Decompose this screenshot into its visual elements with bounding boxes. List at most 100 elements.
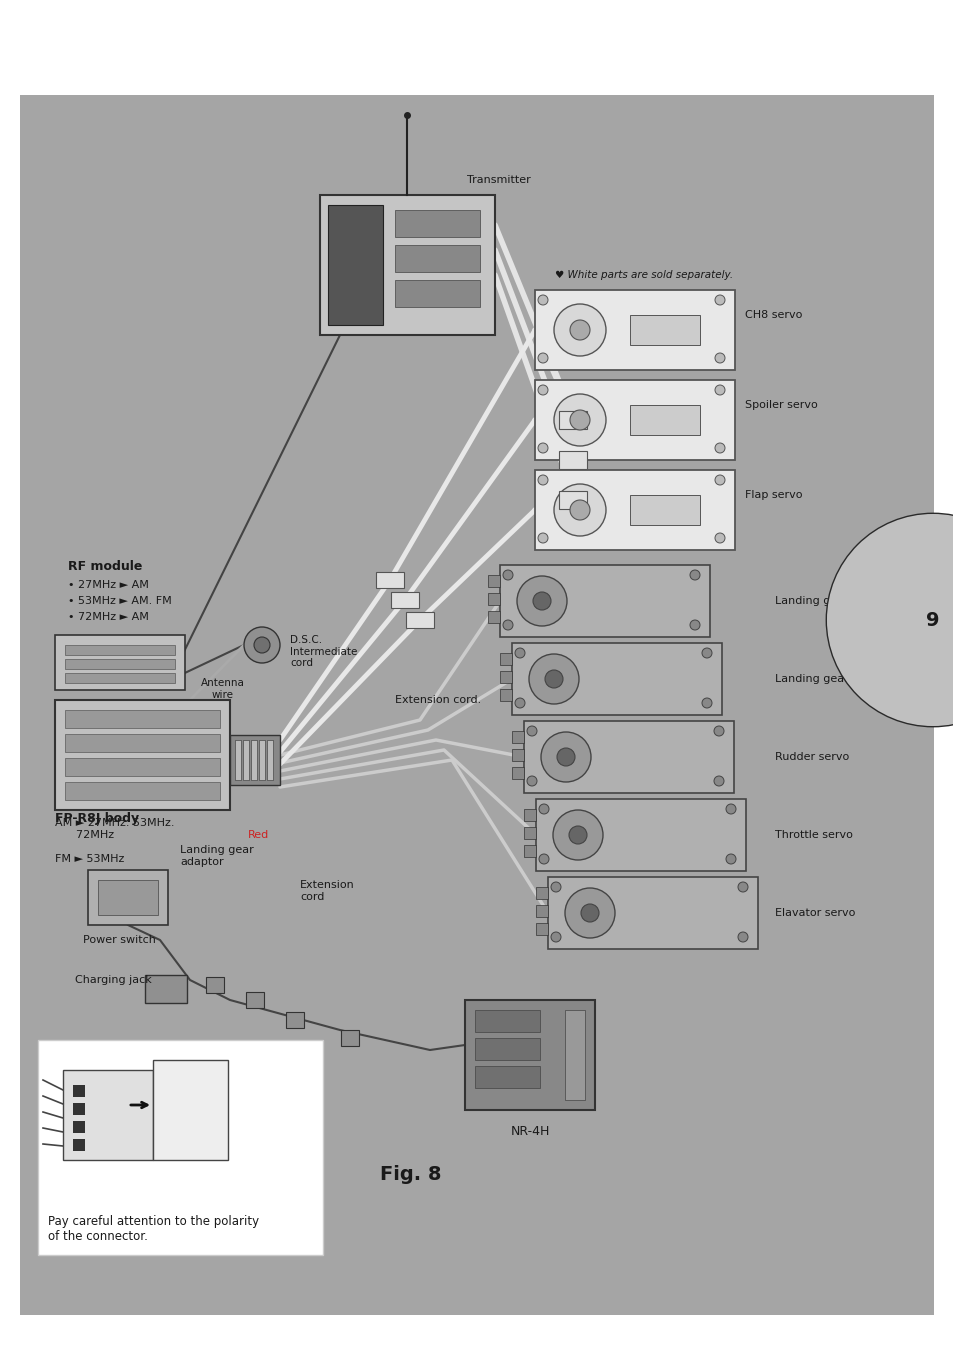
Bar [319, 195, 495, 335]
Text: CH8 servo: CH8 servo [744, 310, 801, 320]
Circle shape [714, 443, 724, 453]
Bar [512, 644, 721, 715]
Circle shape [701, 698, 711, 708]
Text: Spoiler servo: Spoiler servo [744, 400, 817, 410]
Circle shape [714, 385, 724, 395]
Circle shape [714, 533, 724, 544]
Text: 9: 9 [925, 611, 939, 630]
Circle shape [725, 854, 735, 864]
Bar [475, 1010, 539, 1032]
Bar [0, 0, 953, 100]
Bar [512, 749, 523, 761]
Bar [536, 904, 547, 917]
Bar [340, 1030, 358, 1046]
Bar [395, 280, 479, 307]
Bar [523, 808, 536, 821]
Bar [65, 673, 174, 683]
Circle shape [526, 726, 537, 735]
Bar [558, 491, 586, 508]
Bar [251, 740, 256, 780]
Circle shape [502, 571, 513, 580]
Bar [206, 977, 224, 992]
Bar [499, 653, 512, 665]
Circle shape [738, 932, 747, 942]
Bar [629, 495, 700, 525]
Circle shape [569, 500, 589, 521]
Bar [65, 710, 220, 727]
Text: Red: Red [248, 830, 269, 840]
Circle shape [537, 295, 547, 306]
Bar [547, 877, 758, 949]
Text: Charging jack: Charging jack [75, 975, 152, 986]
Text: • 27MHz ► AM: • 27MHz ► AM [68, 580, 149, 589]
Bar [88, 869, 168, 925]
Circle shape [553, 810, 602, 860]
Circle shape [689, 571, 700, 580]
Bar [65, 734, 220, 752]
Bar [523, 845, 536, 857]
Circle shape [526, 776, 537, 786]
Bar [243, 740, 249, 780]
Text: Antenna
wire: Antenna wire [201, 677, 245, 699]
Circle shape [554, 393, 605, 446]
Circle shape [689, 621, 700, 630]
Circle shape [515, 648, 524, 658]
Circle shape [537, 443, 547, 453]
Text: Flap servo: Flap servo [744, 489, 801, 500]
Bar [558, 411, 586, 429]
Bar [328, 206, 382, 324]
Circle shape [537, 353, 547, 362]
Text: AM ► 27MHz. 53MHz.
      72MHz: AM ► 27MHz. 53MHz. 72MHz [55, 818, 174, 840]
Circle shape [554, 484, 605, 535]
Bar [512, 767, 523, 779]
Text: ♥ White parts are sold separately.: ♥ White parts are sold separately. [555, 270, 732, 280]
Circle shape [714, 295, 724, 306]
Bar [499, 565, 709, 637]
Circle shape [557, 748, 575, 767]
Circle shape [537, 385, 547, 395]
Bar [523, 721, 733, 794]
Bar [38, 1040, 323, 1255]
Bar [73, 1086, 85, 1096]
Text: Transmitter: Transmitter [467, 174, 530, 185]
Text: Pay careful attention to the polarity
of the connector.: Pay careful attention to the polarity of… [48, 1215, 259, 1242]
Bar [523, 827, 536, 840]
Bar [475, 1038, 539, 1060]
Circle shape [738, 882, 747, 892]
Circle shape [537, 475, 547, 485]
Bar [475, 1065, 539, 1088]
Circle shape [502, 621, 513, 630]
Bar [536, 923, 547, 936]
Bar [488, 594, 499, 604]
Circle shape [538, 804, 548, 814]
Circle shape [540, 731, 590, 781]
Bar [65, 645, 174, 654]
Text: Extension
cord: Extension cord [299, 880, 355, 902]
Bar [488, 611, 499, 623]
Bar [629, 406, 700, 435]
Bar [234, 740, 241, 780]
Text: Fig. 8: Fig. 8 [379, 1165, 441, 1184]
Text: Elavator servo: Elavator servo [774, 909, 855, 918]
Bar [499, 690, 512, 700]
Bar [464, 1000, 595, 1110]
Text: Extension cord.: Extension cord. [395, 695, 480, 704]
Bar [65, 758, 220, 776]
Bar [55, 700, 230, 810]
Bar [558, 452, 586, 469]
Circle shape [713, 776, 723, 786]
Circle shape [244, 627, 280, 662]
Bar [0, 1310, 953, 1352]
Circle shape [517, 576, 566, 626]
Bar [395, 245, 479, 272]
Bar [73, 1121, 85, 1133]
Circle shape [569, 320, 589, 339]
Circle shape [537, 533, 547, 544]
Bar [536, 887, 547, 899]
Circle shape [529, 654, 578, 704]
Text: Throttle servo: Throttle servo [774, 830, 852, 840]
Text: Landing gear
adaptor: Landing gear adaptor [180, 845, 253, 867]
Circle shape [554, 304, 605, 356]
Circle shape [568, 826, 586, 844]
Circle shape [538, 854, 548, 864]
